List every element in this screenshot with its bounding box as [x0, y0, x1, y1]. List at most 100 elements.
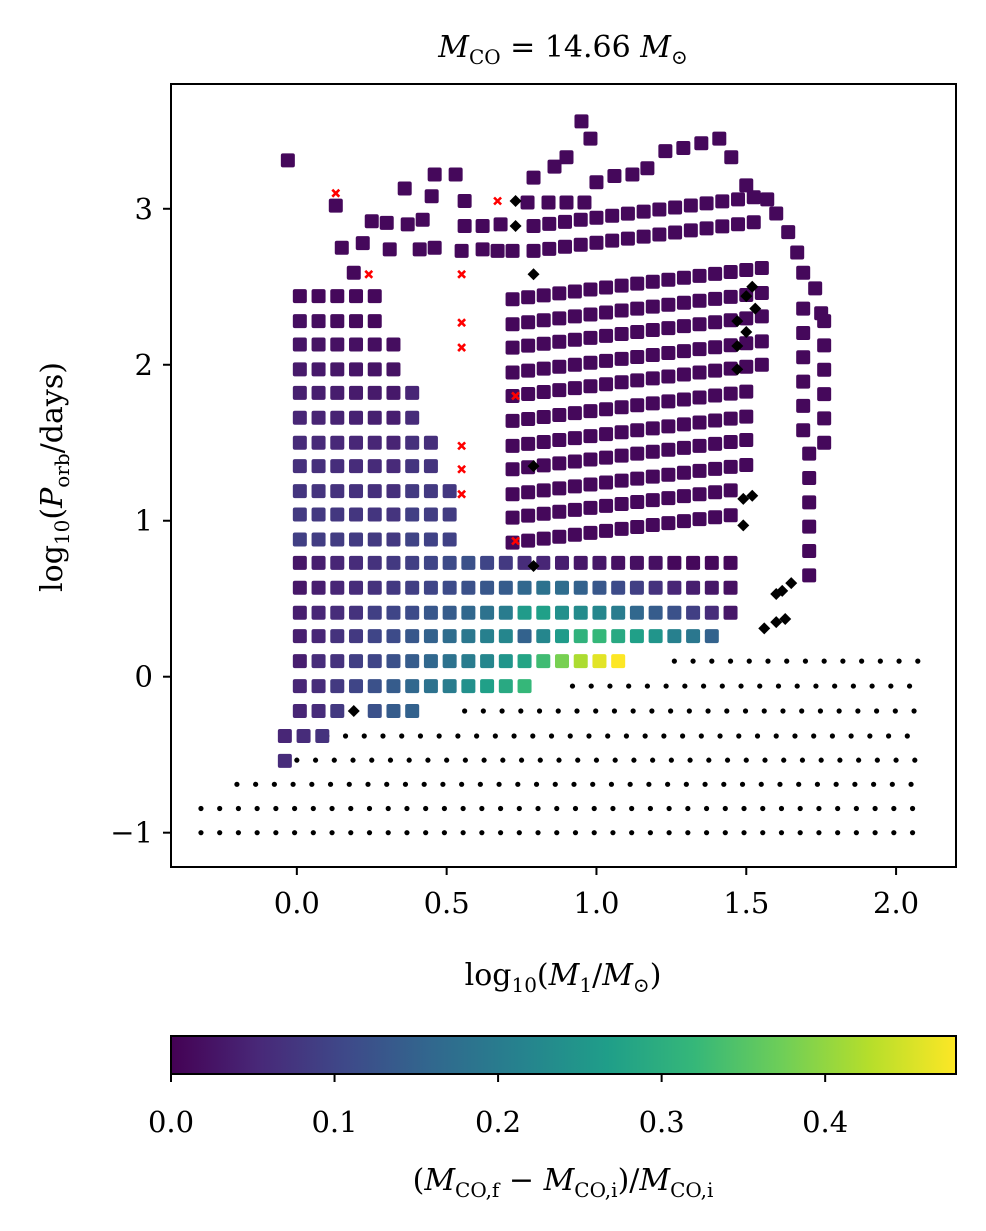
grid-model-square [349, 362, 364, 377]
grid-model-square [746, 215, 761, 230]
grid-model-square [723, 580, 738, 595]
grid-model-square [555, 629, 570, 644]
grid-model-square [620, 206, 635, 221]
not-computed-dot [816, 830, 822, 836]
grid-model-square [708, 315, 723, 330]
failed-cross [457, 489, 467, 499]
not-computed-dot [663, 683, 669, 689]
not-computed-dot [909, 830, 916, 836]
grid-model-square [423, 435, 438, 450]
not-computed-dot [698, 733, 704, 739]
grid-model-square [498, 605, 513, 620]
not-computed-dot [888, 683, 894, 689]
grid-model-square [648, 605, 663, 620]
grid-model-square [802, 446, 817, 461]
grid-model-square [611, 605, 626, 620]
grid-model-square [292, 679, 307, 694]
grid-model-square [577, 195, 592, 210]
grid-model-square [386, 654, 401, 669]
y-tick-label: 3 [135, 192, 153, 226]
grid-model-square [796, 374, 811, 389]
grid-model-square [536, 410, 551, 425]
not-computed-dot [480, 708, 486, 714]
grid-model-square [405, 532, 420, 547]
unstable-diamond [740, 290, 753, 303]
not-computed-dot [462, 757, 468, 763]
grid-model-square [311, 654, 326, 669]
grid-model-square [292, 629, 307, 644]
grid-model-square [311, 507, 326, 522]
grid-model-square [311, 362, 326, 377]
grid-model-square [567, 454, 582, 469]
grid-model-square [686, 555, 701, 570]
grid-model-square [521, 436, 536, 451]
not-computed-dot [685, 805, 691, 812]
not-computed-dot [497, 805, 504, 812]
grid-model-square [311, 580, 326, 595]
not-computed-dot [836, 708, 842, 714]
not-computed-dot [859, 658, 865, 664]
grid-model-square [589, 210, 604, 225]
not-computed-dot [590, 781, 596, 787]
not-computed-dot [555, 708, 561, 714]
not-computed-dot [441, 805, 448, 812]
not-computed-dot [569, 683, 576, 689]
not-computed-dot [829, 733, 836, 739]
not-computed-dot [608, 781, 615, 787]
not-computed-dot [665, 781, 671, 787]
grid-model-square [349, 435, 364, 450]
not-computed-dot [746, 658, 752, 664]
not-computed-dot [423, 805, 429, 812]
grid-model-square [557, 214, 572, 229]
grid-model-square [541, 195, 556, 210]
not-computed-dot [911, 708, 917, 714]
grid-model-square [386, 532, 401, 547]
unstable-diamond [779, 612, 792, 625]
grid-model-square [723, 483, 738, 498]
not-computed-dot [535, 805, 541, 812]
not-computed-dot [402, 781, 409, 787]
grid-model-square [731, 192, 746, 207]
grid-model-square [667, 580, 682, 595]
unstable-diamond [731, 363, 744, 376]
not-computed-dot [481, 757, 487, 763]
not-computed-dot [850, 683, 856, 689]
not-computed-dot [891, 830, 897, 836]
not-computed-dot [380, 733, 386, 739]
unstable-diamond [731, 340, 744, 353]
not-computed-dot [537, 757, 543, 763]
failed-cross [457, 343, 467, 353]
not-computed-dot [556, 757, 562, 763]
not-computed-dot [629, 805, 635, 812]
grid-model-square [817, 338, 832, 353]
not-computed-dot [586, 733, 592, 739]
grid-model-square [505, 462, 520, 477]
grid-model-square [277, 753, 292, 768]
grid-model-square [330, 679, 345, 694]
grid-model-square [567, 309, 582, 324]
grid-model-square [605, 233, 620, 248]
grid-model-square [790, 245, 805, 260]
grid-model-square [517, 629, 532, 644]
grid-model-square [567, 332, 582, 347]
grid-model-square [817, 411, 832, 426]
not-computed-dot [679, 733, 686, 739]
grid-model-square [599, 523, 614, 538]
grid-model-square [676, 440, 691, 455]
x-tick-label: 2.0 [873, 886, 919, 920]
grid-model-square [461, 555, 476, 570]
grid-model-square [480, 629, 495, 644]
grid-model-square [629, 580, 644, 595]
grid-model-square [386, 385, 401, 400]
not-computed-dot [742, 708, 749, 714]
grid-model-square [397, 181, 412, 196]
grid-model-square [715, 194, 730, 209]
grid-model-square [645, 444, 660, 459]
not-computed-dot [511, 733, 517, 739]
grid-model-square [349, 507, 364, 522]
grid-model-square [583, 477, 598, 492]
grid-model-square [405, 679, 420, 694]
not-computed-dot [817, 708, 824, 714]
grid-model-square [292, 289, 307, 304]
